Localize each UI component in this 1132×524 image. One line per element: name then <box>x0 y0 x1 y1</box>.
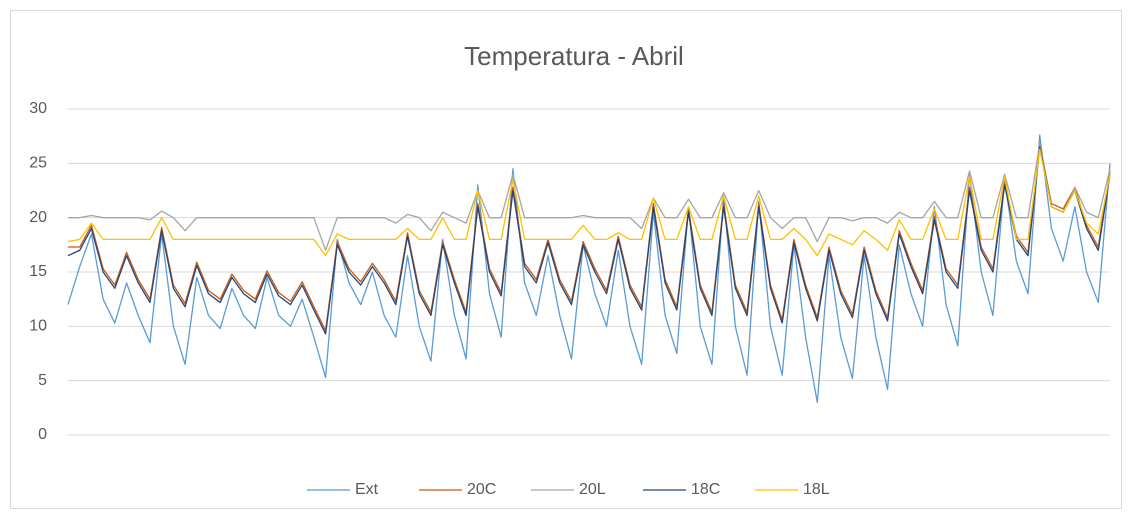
legend-label: 20C <box>467 481 496 498</box>
y-tick-label: 30 <box>29 100 47 117</box>
series-line <box>67 146 1111 335</box>
y-tick-label: 15 <box>29 263 47 280</box>
legend-label: Ext <box>355 481 379 498</box>
legend-label: 20L <box>579 481 606 498</box>
legend-label: 18C <box>691 481 720 498</box>
y-tick-label: 10 <box>29 318 47 335</box>
y-tick-label: 5 <box>38 372 47 389</box>
legend-label: 18L <box>803 481 830 498</box>
y-tick-label: 20 <box>29 209 47 226</box>
chart-title: Temperatura - Abril <box>464 41 684 71</box>
series-line <box>68 143 1111 251</box>
y-tick-label: 0 <box>38 426 47 443</box>
y-tick-label: 25 <box>29 155 47 172</box>
series-line <box>67 148 1111 257</box>
series-line <box>68 143 1111 332</box>
chart-border <box>10 10 1122 509</box>
